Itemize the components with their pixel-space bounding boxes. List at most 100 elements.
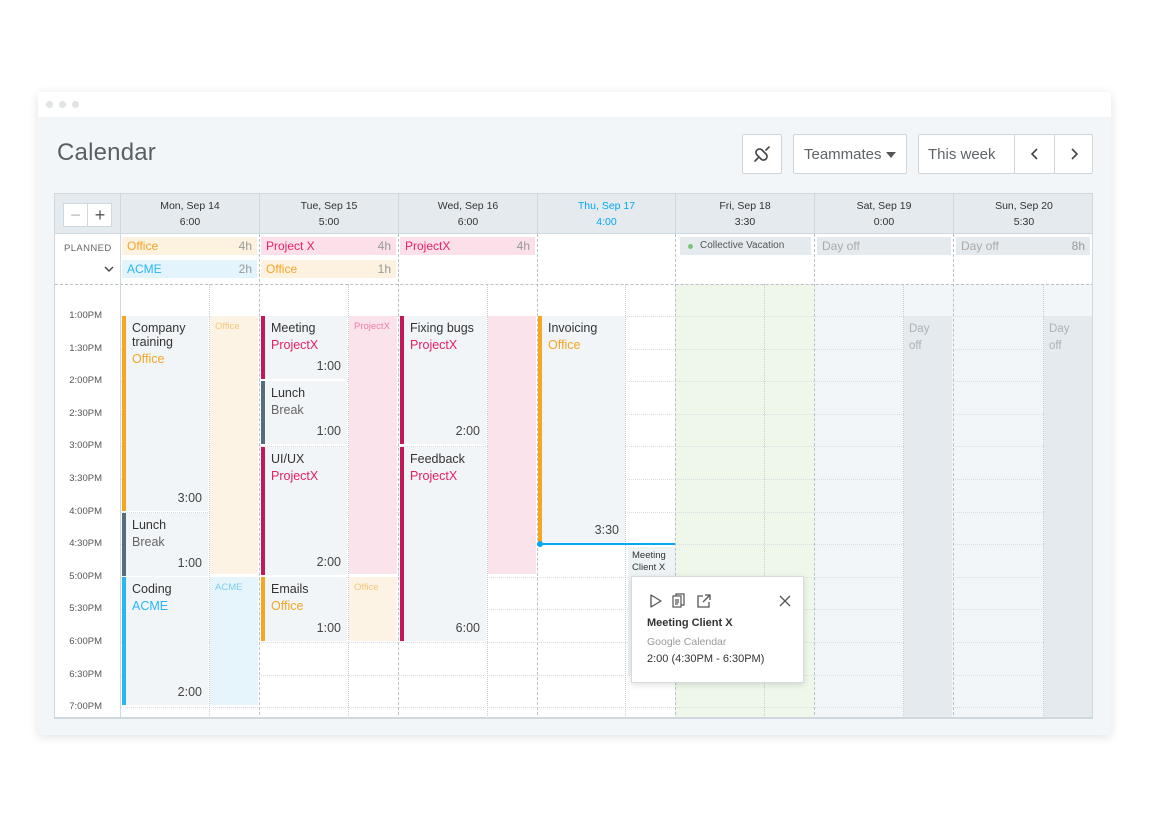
planned-item-hours: 8h <box>1071 239 1085 253</box>
vacation-dot-icon <box>688 244 693 249</box>
planned-item[interactable]: Collective Vacation <box>680 237 811 255</box>
day-header-sat[interactable]: Sat, Sep 19 0:00 <box>815 194 954 234</box>
entry-title: Feedback <box>410 452 465 466</box>
hour-line <box>121 609 1092 610</box>
column-line <box>259 234 260 718</box>
column-line <box>120 194 121 718</box>
day-header-mon[interactable]: Mon, Sep 14 6:00 <box>121 194 260 234</box>
day-total: 6:00 <box>179 216 201 228</box>
time-label: 7:00PM <box>69 701 102 713</box>
time-label: 6:00PM <box>69 636 102 647</box>
zoom-in-button[interactable]: + <box>94 205 106 225</box>
hour-line <box>121 707 1092 708</box>
planned-item[interactable]: ProjectX 4h <box>400 237 535 255</box>
time-label: 3:00PM <box>69 440 102 452</box>
planned-item[interactable]: Project X 4h <box>261 237 396 255</box>
date-range-control[interactable]: This week <box>918 134 1093 174</box>
chevron-down-icon[interactable] <box>104 264 114 276</box>
subcolumn-line <box>764 284 765 718</box>
time-entry[interactable]: Emails Office 1:00 <box>261 577 347 641</box>
entry-project: Break <box>271 403 304 417</box>
day-date: Fri, Sep 18 <box>719 200 771 212</box>
subcolumn-line <box>903 284 904 718</box>
time-label: 2:30PM <box>69 407 102 419</box>
planned-item[interactable]: ACME 2h <box>122 260 257 278</box>
time-entry[interactable]: Meeting ProjectX 1:00 <box>261 316 347 379</box>
day-total: 0:00 <box>873 216 895 228</box>
column-line <box>398 234 399 718</box>
entry-title: Meeting <box>271 321 316 335</box>
play-icon[interactable] <box>648 593 664 609</box>
time-label: 5:00PM <box>69 570 102 582</box>
time-entry[interactable]: Feedback ProjectX 6:00 <box>400 447 486 641</box>
project-color-bar <box>400 316 404 444</box>
planned-item[interactable]: Day off <box>817 237 951 255</box>
entry-duration: 3:00 <box>177 491 202 505</box>
entry-project: ACME <box>132 599 169 613</box>
next-week-button[interactable] <box>1054 135 1093 173</box>
day-off-block: Day off <box>904 316 952 718</box>
planned-item-label: Project X <box>266 239 315 253</box>
time-entry[interactable]: Lunch Break 1:00 <box>122 513 208 576</box>
day-total: 6:00 <box>457 216 479 228</box>
planned-item-label: ProjectX <box>405 239 451 253</box>
time-entry[interactable]: Company training Office 3:00 <box>122 316 208 511</box>
entry-project: Office <box>132 352 165 366</box>
current-time-line <box>540 543 675 545</box>
planned-item[interactable]: Office 4h <box>122 237 257 255</box>
window-dot <box>59 101 66 108</box>
day-header-sun[interactable]: Sun, Sep 20 5:30 <box>954 194 1092 234</box>
time-entry[interactable]: Lunch Break 1:00 <box>261 381 347 444</box>
sync-icon <box>754 146 770 162</box>
time-label: 4:00PM <box>69 505 102 517</box>
subcolumn-line <box>348 284 349 718</box>
time-entry[interactable]: Fixing bugs ProjectX 2:00 <box>400 316 486 444</box>
day-header-tue[interactable]: Tue, Sep 15 5:00 <box>260 194 399 234</box>
caret-down-icon <box>886 152 896 158</box>
day-header-fri[interactable]: Fri, Sep 18 3:30 <box>676 194 815 234</box>
day-total: 3:30 <box>734 216 756 228</box>
prev-week-button[interactable] <box>1014 135 1054 173</box>
event-popup: Meeting Client X Google Calendar 2:00 (4… <box>631 576 804 683</box>
popup-title: Meeting Client X <box>647 617 733 629</box>
planned-item[interactable]: Day off 8h <box>956 237 1090 255</box>
time-label: 1:00PM <box>69 310 102 321</box>
planned-item-hours: 2h <box>238 262 252 276</box>
popup-time: 2:00 (4:30PM - 6:30PM) <box>647 653 765 665</box>
teammates-label: Teammates <box>804 145 882 163</box>
project-color-bar <box>538 316 542 543</box>
hour-line <box>121 642 1092 643</box>
planned-item[interactable]: Office 1h <box>261 260 396 278</box>
planned-ghost-block: Office <box>349 577 397 641</box>
time-entry[interactable]: Invoicing Office 3:30 <box>538 316 625 543</box>
subcolumn-line <box>1043 284 1044 718</box>
time-label: 5:30PM <box>69 603 102 615</box>
day-date: Thu, Sep 17 <box>577 200 636 212</box>
day-date: Sat, Sep 19 <box>856 200 912 212</box>
entry-project: ProjectX <box>410 469 458 483</box>
day-header-thu-today[interactable]: Thu, Sep 17 4:00 <box>538 194 676 234</box>
time-entry[interactable]: UI/UX ProjectX 2:00 <box>261 447 347 575</box>
sync-button[interactable] <box>742 134 782 174</box>
zoom-out-button[interactable]: − <box>64 204 88 226</box>
time-label: 4:30PM <box>69 538 102 550</box>
planned-item-label: Office <box>266 262 298 276</box>
hour-line <box>121 675 1092 676</box>
time-entry[interactable]: Coding ACME 2:00 <box>122 577 208 705</box>
open-external-icon[interactable] <box>696 593 712 609</box>
entry-duration: 2:00 <box>316 555 341 569</box>
entry-project: Office <box>271 599 304 613</box>
day-header-wed[interactable]: Wed, Sep 16 6:00 <box>399 194 538 234</box>
duplicate-icon[interactable] <box>671 593 687 609</box>
planned-item-hours: 4h <box>377 239 391 253</box>
hour-line <box>121 577 1092 578</box>
teammates-dropdown[interactable]: Teammates <box>793 134 907 174</box>
day-date: Mon, Sep 14 <box>160 200 220 212</box>
entry-title: Coding <box>132 582 172 596</box>
entry-project: ProjectX <box>271 338 319 352</box>
day-date: Sun, Sep 20 <box>995 200 1053 212</box>
calendar-grid: − + Mon, Sep 14 6:00 Tue, Sep 15 5:00 We… <box>54 193 1093 719</box>
project-color-bar <box>261 577 265 641</box>
close-icon[interactable] <box>777 593 793 609</box>
planned-item-hours: 1h <box>377 262 391 276</box>
